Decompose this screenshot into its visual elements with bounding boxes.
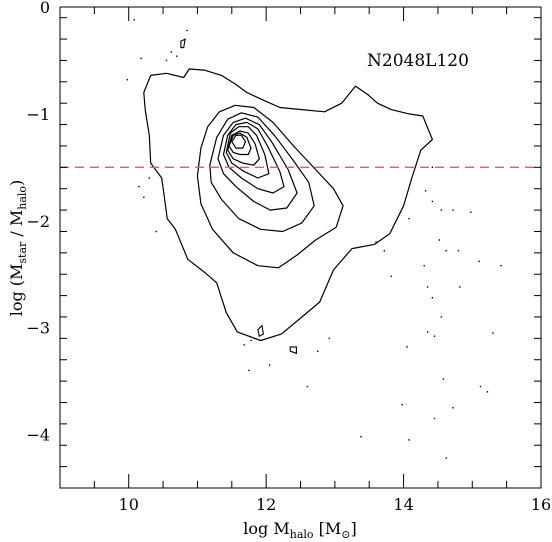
contour-fragments — [180, 38, 297, 355]
plot-frame — [59, 6, 542, 489]
scatter-point — [375, 241, 377, 243]
y-axis-label: log (Mstar / Mhalo) — [7, 180, 29, 317]
scatter-point — [442, 378, 445, 380]
scatter-point — [408, 439, 410, 441]
scatter-point — [479, 385, 482, 388]
contour-level-2 — [196, 104, 344, 269]
contour-level-3 — [209, 112, 315, 233]
contour-level-1 — [143, 68, 433, 342]
scatter-point — [445, 457, 447, 459]
scatter-point — [452, 209, 454, 211]
scatter-point — [138, 185, 140, 188]
contour-level-7 — [227, 130, 260, 166]
scatter-point — [452, 407, 454, 409]
y-tick-label: −2 — [26, 212, 50, 231]
y-axis-label-sub2: halo — [16, 186, 29, 210]
y-axis-label-open: log (M — [7, 264, 26, 317]
x-axis-label-unit-sub: ⊙ — [341, 528, 350, 541]
scatter-point — [268, 364, 271, 366]
scatter-point — [424, 190, 427, 192]
y-tick-label: 0 — [40, 0, 50, 17]
x-tick-label: 16 — [531, 495, 551, 514]
scatter-point — [133, 19, 135, 21]
contour-level-4 — [217, 117, 298, 211]
scatter-point — [438, 239, 440, 241]
scatter-points — [126, 19, 502, 459]
scatter-point — [433, 335, 436, 337]
scatter-point — [426, 331, 429, 333]
scatter-point — [328, 337, 331, 340]
scatter-point — [155, 230, 157, 233]
scatter-point — [401, 403, 403, 406]
scatter-point — [248, 369, 250, 372]
scatter-point — [440, 316, 443, 318]
axis-ticks — [59, 7, 542, 489]
scatter-point — [306, 385, 309, 388]
y-axis-label-close: ) — [7, 180, 26, 186]
scatter-point — [317, 350, 319, 352]
y-axis-label-mid: / M — [7, 210, 26, 242]
scatter-point — [486, 391, 489, 393]
contour-fragment-1 — [180, 38, 186, 49]
scatter-point — [431, 200, 434, 203]
scatter-point — [459, 286, 461, 288]
scatter-point — [445, 250, 447, 252]
scatter-point — [383, 250, 385, 252]
scatter-point — [243, 344, 245, 346]
scatter-point — [406, 346, 408, 348]
scatter-point — [140, 57, 142, 59]
scatter-point — [478, 260, 480, 263]
x-axis-label-main: log M — [243, 519, 289, 538]
scatter-point — [423, 265, 425, 267]
y-tick-labels: 0 −1 −2 −3 −4 — [26, 0, 50, 445]
y-axis-label-sub1: star — [16, 241, 29, 264]
x-tick-labels: 10 12 14 16 — [119, 495, 552, 514]
y-tick-label: −3 — [26, 319, 50, 338]
scatter-point — [186, 29, 188, 32]
annotation-label: N2048L120 — [367, 51, 469, 71]
scatter-point — [390, 275, 392, 278]
contour-fragment-2 — [289, 346, 297, 355]
x-tick-label: 10 — [119, 495, 139, 514]
contour-layer — [143, 68, 433, 342]
scatter-point — [165, 59, 168, 62]
contour-level-9 — [231, 134, 247, 149]
scatter-point — [360, 436, 362, 438]
scatter-point — [457, 250, 460, 252]
scatter-point — [143, 196, 145, 198]
x-axis-label-sub: halo — [290, 528, 314, 541]
contour-level-8 — [228, 132, 252, 156]
scatter-point — [126, 79, 128, 81]
x-tick-label: 14 — [393, 495, 413, 514]
scatter-point — [170, 51, 172, 53]
y-tick-label: −4 — [26, 426, 50, 445]
plot-area — [60, 19, 541, 459]
y-tick-label: −1 — [26, 105, 50, 124]
scatter-point — [426, 286, 429, 288]
contour-fragment-3 — [257, 324, 265, 338]
contour-level-5 — [222, 121, 285, 194]
scatter-point — [431, 166, 434, 168]
scatter-point — [440, 209, 443, 211]
scatter-point — [492, 332, 494, 334]
scatter-point — [176, 55, 178, 57]
contour-level-6 — [225, 126, 270, 179]
scatter-point — [470, 211, 472, 213]
scatter-point — [433, 417, 436, 420]
x-tick-label: 12 — [256, 495, 276, 514]
scatter-point — [408, 217, 410, 220]
scatter-point — [148, 177, 150, 179]
scatter-point — [250, 339, 252, 342]
x-axis-label-unit-open: [M — [314, 519, 342, 538]
scatter-point — [431, 297, 434, 299]
x-axis-label: log Mhalo [M⊙] — [243, 519, 356, 541]
x-axis-label-unit-close: ] — [350, 519, 356, 538]
scatter-point — [500, 265, 502, 267]
